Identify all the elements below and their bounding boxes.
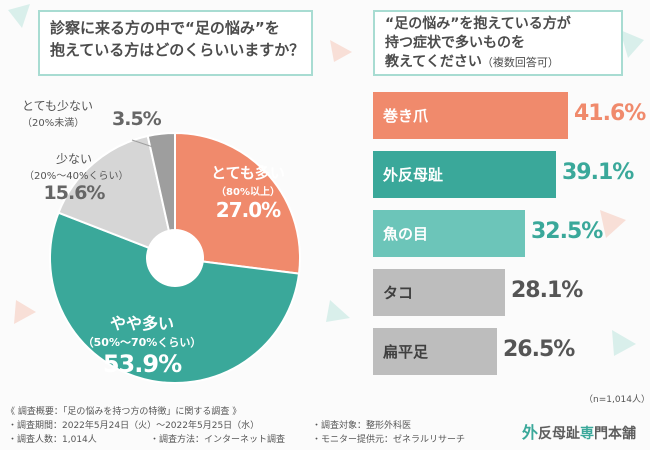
leader-line bbox=[131, 139, 157, 149]
survey-title: 《 調査概要：「足の悩みを持つ方の特徴」に関する調査 》 bbox=[6, 407, 242, 417]
bar-value-label: 26.5% bbox=[503, 337, 575, 362]
bar-label: 巻き爪 bbox=[383, 107, 429, 125]
bar-label: 扁平足 bbox=[383, 343, 429, 361]
bar-value-label: 41.6% bbox=[574, 101, 646, 126]
pie-label-rather-many: やや多い （50%〜70%くらい） 53.9% bbox=[72, 310, 212, 378]
brand-logo: 外反母趾専門本舗 bbox=[522, 419, 636, 443]
bar-value-label: 28.1% bbox=[511, 278, 583, 303]
slice-label: 少ない bbox=[55, 152, 92, 166]
confetti-shape bbox=[620, 30, 644, 58]
slice-sub: （20%未満） bbox=[22, 118, 85, 129]
brand-accent-2: 専 bbox=[580, 426, 595, 442]
bar-value-label: 32.5% bbox=[531, 219, 603, 244]
slice-label: とても多い bbox=[211, 164, 285, 182]
slice-sub: （80%以上） bbox=[216, 187, 280, 198]
pie-title-line-2: 抱えている方はどのくらいいますか？ bbox=[50, 40, 305, 59]
slice-pct: 27.0% bbox=[215, 198, 281, 222]
bar-label: 外反母趾 bbox=[383, 166, 444, 184]
survey-period: ・調査期間：2022年5月24日（火）〜2022年5月25日（水） bbox=[8, 421, 260, 431]
slice-sub: （50%〜70%くらい） bbox=[82, 336, 202, 349]
survey-target: ・調査対象：整形外科医 bbox=[312, 421, 412, 431]
brand-accent: 外 bbox=[522, 423, 539, 442]
slice-label: やや多い bbox=[109, 314, 174, 333]
bar-value-label: 39.1% bbox=[562, 160, 634, 185]
bar-title-box: “足の悩み”を抱えている方が 持つ症状で多いものを 教えてください（複数回答可） bbox=[373, 10, 623, 76]
bar: タコ bbox=[373, 269, 505, 316]
bar-title-line-1: “足の悩み”を抱えている方が bbox=[385, 16, 571, 32]
survey-method: ・調査方法：インターネット調査 bbox=[150, 435, 286, 445]
slice-pct: 15.6% bbox=[43, 182, 106, 204]
pie-label-very-many: とても多い （80%以上） 27.0% bbox=[208, 162, 288, 222]
brand-tail: 門本舗 bbox=[594, 426, 637, 442]
sample-size-note: （n=1,014人） bbox=[584, 395, 650, 405]
pie-title-box: 診察に来る方の中で“足の悩み”を 抱えている方はどのくらいいますか？ bbox=[38, 10, 313, 76]
brand-main: 反母趾 bbox=[538, 426, 581, 442]
bar: 扁平足 bbox=[373, 328, 497, 375]
survey-count: ・調査人数：1,014人 bbox=[8, 435, 97, 445]
bar: 魚の目 bbox=[373, 210, 525, 257]
bar-title-line-2: 持つ症状で多いものを bbox=[385, 34, 525, 51]
confetti-shape bbox=[14, 300, 36, 324]
confetti-shape bbox=[612, 330, 636, 356]
confetti-shape bbox=[326, 300, 350, 322]
pie-label-few: 少ない （20%〜40%くらい） 15.6% bbox=[24, 150, 129, 204]
slice-sub: （20%〜40%くらい） bbox=[24, 171, 129, 182]
bar-label: タコ bbox=[383, 284, 414, 302]
pie-label-very-few: とても少ない （20%未満） bbox=[22, 97, 93, 129]
pie-pct-very-few: 3.5% bbox=[112, 108, 162, 130]
survey-provider: ・モニター提供元：ゼネラルリサーチ bbox=[312, 435, 466, 445]
confetti-shape bbox=[330, 40, 352, 62]
slice-pct: 53.9% bbox=[102, 350, 182, 378]
slice-label: とても少ない bbox=[22, 99, 94, 113]
confetti-shape bbox=[8, 4, 30, 28]
bar-label: 魚の目 bbox=[383, 225, 429, 243]
confetti-shape bbox=[600, 210, 626, 238]
bar: 外反母趾 bbox=[373, 151, 556, 198]
bar-title-line-3: 教えてください（複数回答可） bbox=[385, 53, 559, 70]
pie-title-line-1: 診察に来る方の中で“足の悩み”を bbox=[50, 19, 280, 37]
bar-title-note: （複数回答可） bbox=[481, 55, 559, 69]
pie-center-hole bbox=[147, 230, 203, 286]
bar: 巻き爪 bbox=[373, 92, 568, 139]
